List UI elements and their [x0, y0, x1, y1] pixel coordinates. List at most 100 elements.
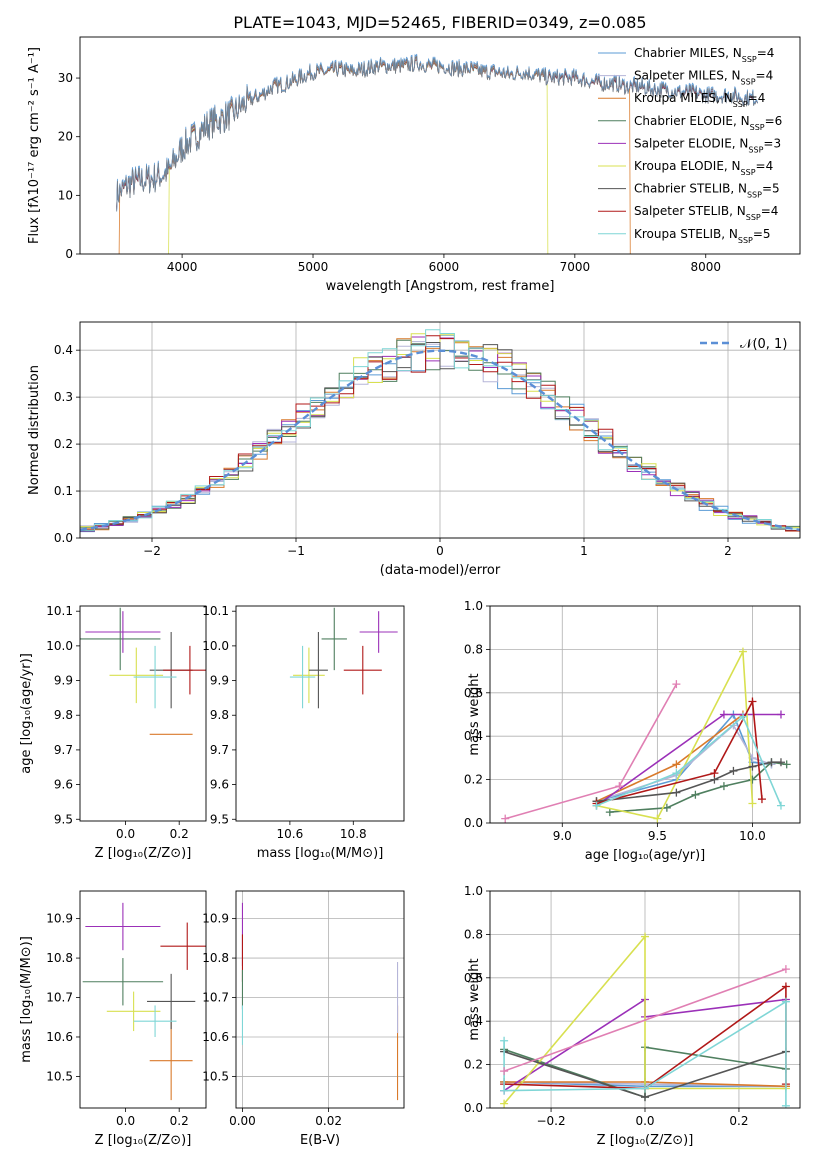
weight-point: [691, 790, 700, 799]
x-tick-label: 0.00: [229, 1114, 256, 1128]
weight-point: [500, 1086, 509, 1095]
legend-entry: Kroupa STELIB, NSSP=5: [634, 227, 771, 245]
weight-point: [662, 803, 671, 812]
weight-point: [501, 814, 510, 823]
y-tick-label: 9.9: [210, 674, 229, 688]
y-tick-label: 0: [65, 247, 73, 261]
weight-point: [719, 782, 728, 791]
x-tick-label: 0: [436, 544, 444, 558]
weight-point: [672, 680, 681, 689]
legend-entry: Salpeter STELIB, NSSP=4: [634, 204, 778, 222]
weight-point: [757, 795, 766, 804]
plot-area: [289, 607, 398, 709]
weight-point: [592, 801, 601, 810]
x-tick-label: 2: [724, 544, 732, 558]
panel-age_vs_z: 0.0 0.2 9.5 9.6 9.7 9.8 9.9 10.0 10.1 Z [log₁₀(Z/…: [19, 604, 207, 861]
weight-point: [738, 712, 747, 721]
y-tick-label: 9.8: [54, 708, 73, 722]
x-tick-label: 10.8: [340, 827, 367, 841]
x-tick-label: 4000: [167, 260, 198, 274]
panel-weight_vs_z: −0.2 0.0 0.2 0.0 0.2 0.4 0.6 0.8 1.0 Z [log₁₀(Z/Z…: [464, 884, 801, 1148]
y-tick-label: 10.5: [46, 1069, 73, 1083]
x-axis-label: (data-model)/error: [380, 563, 501, 578]
x-axis-label: E(B-V): [300, 1133, 340, 1148]
weight-point: [782, 760, 791, 769]
weight-point: [641, 1084, 649, 1093]
y-tick-label: 0.0: [54, 531, 73, 545]
y-tick-label: 10.7: [46, 991, 73, 1005]
x-tick-label: −2: [143, 544, 161, 558]
y-tick-label: 10.0: [46, 639, 73, 653]
weight-point: [641, 1093, 649, 1102]
y-tick-label: 0.8: [464, 927, 483, 941]
y-tick-label: 0.4: [464, 729, 483, 743]
axes-frame: [79, 890, 207, 1109]
y-tick-label: 10.5: [202, 1069, 229, 1083]
y-tick-label: 0.2: [54, 437, 73, 451]
panel-mass_vs_z: 0.0 0.2 10.5 10.6 10.7 10.8 10.9 Z [log₁₀(Z/Z⊙)…: [19, 890, 207, 1148]
panel-weight_vs_age: 9.0 9.5 10.0 0.0 0.2 0.4 0.6 0.8 1.0 age [log₁₀(a…: [464, 599, 801, 863]
panel-mass_vs_ebv: 0.00 0.02 10.5 10.6 10.7 10.8 10.9 E(B-V): [202, 890, 405, 1148]
plot-area: [501, 647, 791, 823]
axes-frame: [489, 890, 801, 1109]
y-tick-label: 9.5: [54, 812, 73, 826]
x-axis-label: Z [log₁₀(Z/Z⊙)]: [95, 846, 192, 861]
x-axis-label: Z [log₁₀(Z/Z⊙)]: [95, 1133, 192, 1148]
x-tick-label: 9.0: [553, 829, 572, 843]
y-tick-label: 10.7: [202, 991, 229, 1005]
y-tick-label: 0.6: [464, 686, 483, 700]
figure-title: PLATE=1043, MJD=52465, FIBERID=0349, z=0…: [233, 13, 646, 32]
y-tick-label: 9.6: [210, 778, 229, 792]
weight-point: [719, 710, 728, 719]
y-tick-label: 1.0: [464, 884, 483, 898]
weight-point: [500, 1067, 509, 1076]
y-tick-label: 10.1: [46, 604, 73, 618]
weight-point: [605, 808, 614, 817]
x-axis-label: Z [log₁₀(Z/Z⊙)]: [597, 1133, 694, 1148]
x-axis-label: mass [log₁₀(M/M⊙)]: [257, 846, 384, 861]
weight-point: [672, 760, 681, 769]
y-axis-label: mass [log₁₀(M/M⊙)]: [19, 936, 34, 1063]
x-axis-label: wavelength [Angstrom, rest frame]: [326, 279, 555, 294]
panel-age_vs_mass: 10.6 10.8 9.5 9.6 9.7 9.8 9.9 10.0 10.1 mass [log…: [202, 604, 405, 861]
y-tick-label: 0.6: [464, 971, 483, 985]
weight-point: [748, 799, 757, 808]
y-tick-label: 30: [58, 71, 73, 85]
x-tick-label: 1: [580, 544, 588, 558]
plot-area: [500, 932, 790, 1108]
weight-point: [729, 766, 738, 775]
observed-spectrum-line: [116, 55, 758, 212]
weight-point: [500, 1036, 509, 1045]
x-tick-label: −0.2: [536, 1114, 565, 1128]
y-tick-label: 10: [58, 188, 73, 202]
weight-point: [748, 697, 757, 706]
legend-entry: Salpeter ELODIE, NSSP=3: [634, 136, 781, 154]
axes-frame: [235, 605, 405, 822]
legend-entry: Salpeter MILES, NSSP=4: [634, 69, 773, 87]
y-tick-label: 0.0: [464, 1101, 483, 1115]
y-tick-label: 0.1: [54, 484, 73, 498]
weight-point: [641, 932, 649, 941]
weight-point: [776, 710, 785, 719]
weight-point: [781, 982, 790, 991]
weight-point: [672, 788, 681, 797]
weight-line: [504, 683, 678, 820]
weight-point: [748, 762, 757, 771]
axes-frame: [489, 605, 801, 824]
y-tick-label: 9.7: [54, 743, 73, 757]
x-tick-label: −1: [287, 544, 305, 558]
panel-residuals: −2 −1 0 1 2 0.0 0.1 0.2 0.3 0.4 (data-model)/error…: [27, 321, 801, 578]
x-tick-label: 10.6: [277, 827, 304, 841]
plot-area: [80, 607, 206, 735]
y-tick-label: 1.0: [464, 599, 483, 613]
legend: Chabrier MILES, NSSP=4 Salpeter MILES, NS…: [598, 46, 782, 244]
y-tick-label: 9.6: [54, 778, 73, 792]
y-axis-label: Flux [fλ10⁻¹⁷ erg cm⁻² s⁻¹ A⁻¹]: [27, 47, 42, 244]
y-tick-label: 0.4: [464, 1014, 483, 1028]
x-tick-label: 5000: [298, 260, 329, 274]
weight-point: [776, 758, 785, 767]
x-tick-label: 8000: [690, 260, 721, 274]
y-tick-label: 10.6: [46, 1030, 73, 1044]
weight-point: [672, 769, 681, 778]
